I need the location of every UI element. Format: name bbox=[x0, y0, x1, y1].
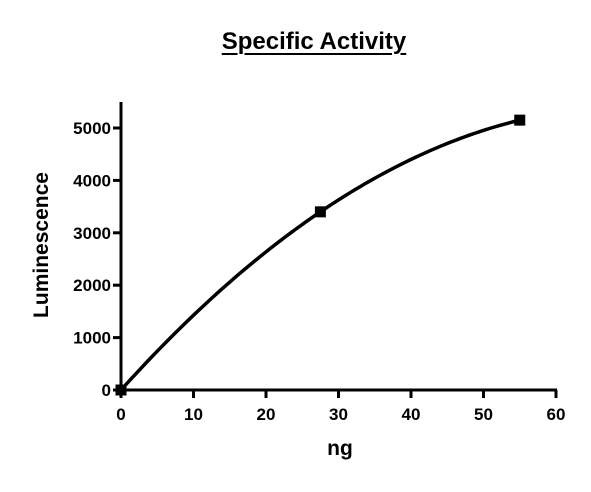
chart-title: Specific Activity bbox=[221, 28, 407, 55]
x-tick-label: 50 bbox=[474, 405, 493, 424]
y-tick-label: 1000 bbox=[73, 329, 111, 348]
x-tick-label: 20 bbox=[257, 405, 276, 424]
y-tick-label: 5000 bbox=[73, 119, 111, 138]
data-points bbox=[115, 114, 526, 396]
x-tick-label: 60 bbox=[547, 405, 566, 424]
x-axis-label: ng bbox=[327, 437, 353, 460]
data-point bbox=[115, 384, 127, 396]
data-point bbox=[314, 206, 326, 218]
x-tick-label: 0 bbox=[116, 405, 125, 424]
y-tick-label: 3000 bbox=[73, 224, 111, 243]
y-tick-label: 4000 bbox=[73, 171, 111, 190]
y-tick-label: 0 bbox=[102, 381, 111, 400]
y-tick-label: 2000 bbox=[73, 276, 111, 295]
data-point bbox=[514, 114, 526, 126]
x-tick-label: 30 bbox=[329, 405, 348, 424]
x-tick-label: 40 bbox=[402, 405, 421, 424]
axes: 0 1000 2000 3000 4000 5000 0 10 20 30 40 50 60 bbox=[73, 102, 565, 424]
x-tick-label: 10 bbox=[184, 405, 203, 424]
fit-curve bbox=[119, 118, 522, 392]
y-axis-label: Luminescence bbox=[30, 172, 53, 318]
fit-curve-group bbox=[119, 118, 522, 392]
